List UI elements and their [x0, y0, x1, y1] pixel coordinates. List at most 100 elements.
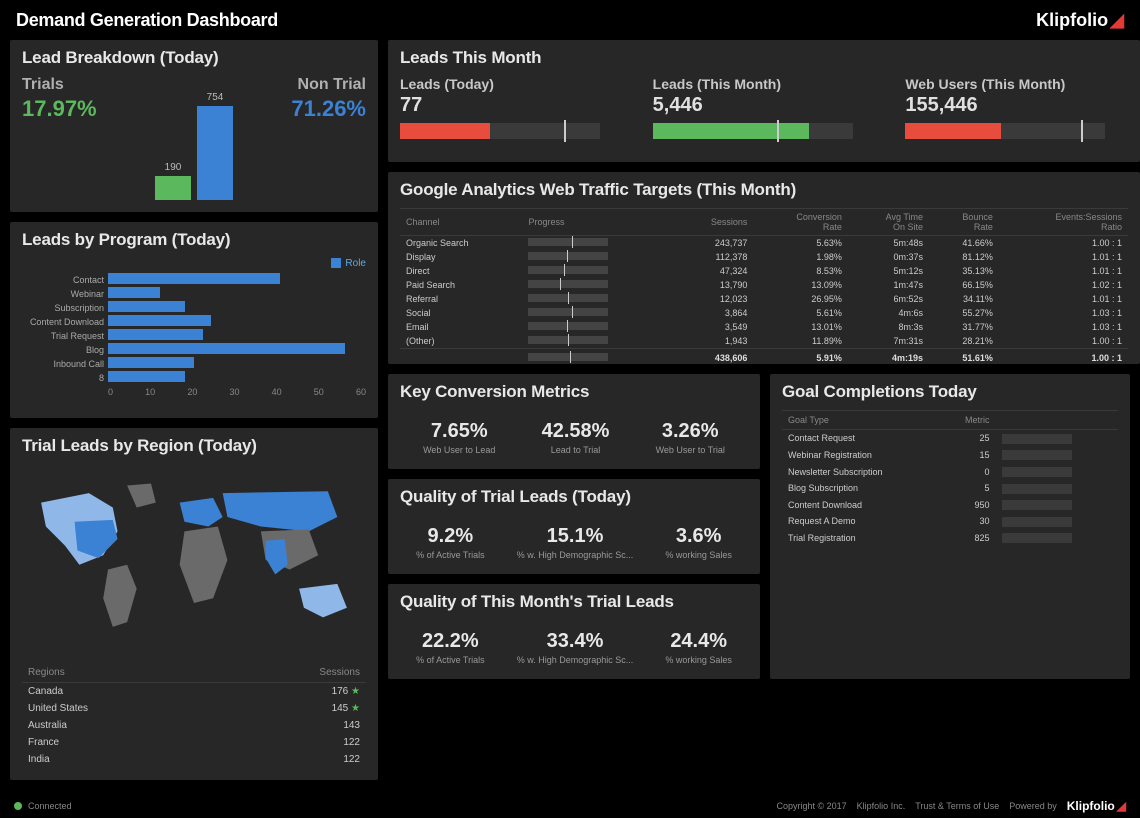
- table-row[interactable]: Content Download950: [782, 497, 1118, 514]
- goal-type: Trial Registration: [782, 530, 941, 547]
- goal-type: Request A Demo: [782, 513, 941, 530]
- metric-item: 15.1%% w. High Demographic Sc...: [517, 525, 634, 560]
- channel-name: Paid Search: [400, 278, 522, 292]
- program-bars: [108, 273, 366, 385]
- leads-metric: Leads (Today)77: [400, 76, 623, 139]
- metric-item: 3.26%Web User to Trial: [656, 420, 725, 455]
- ga-table: ChannelProgressSessionsConversionRateAvg…: [400, 208, 1128, 365]
- region-table: Regions Sessions Canada176 ★United State…: [22, 663, 366, 768]
- table-row[interactable]: Direct47,3248.53%5m:12s35.13%1.01 : 1: [400, 264, 1128, 278]
- quality-today-panel: Quality of Trial Leads (Today) 9.2%% of …: [388, 479, 760, 574]
- leads-by-program-panel: Leads by Program (Today) Role ContactWeb…: [10, 222, 378, 418]
- metric-value: 33.4%: [517, 630, 634, 653]
- terms-link[interactable]: Trust & Terms of Use: [915, 801, 999, 811]
- metric-item: 24.4%% working Sales: [665, 630, 732, 665]
- metric-label: Web User to Trial: [656, 445, 725, 455]
- program-label: Subscription: [22, 301, 108, 315]
- star-icon: ★: [351, 703, 360, 714]
- table-row[interactable]: Contact Request25: [782, 430, 1118, 447]
- lead-breakdown-panel: Lead Breakdown (Today) Trials 17.97% Non…: [10, 40, 378, 212]
- region-name: France: [22, 734, 221, 751]
- panel-title: Google Analytics Web Traffic Targets (Th…: [400, 180, 1128, 200]
- goal-metric: 30: [941, 513, 995, 530]
- progress-bar: [528, 280, 608, 288]
- world-map[interactable]: [22, 470, 366, 650]
- table-header: Goal Type: [782, 411, 941, 430]
- trials-pct: 17.97%: [22, 96, 97, 122]
- metric-item: 9.2%% of Active Trials: [416, 525, 485, 560]
- metric-value: 42.58%: [542, 420, 610, 443]
- company-link[interactable]: Klipfolio Inc.: [857, 801, 906, 811]
- goal-type: Content Download: [782, 497, 941, 514]
- metric-item: 7.65%Web User to Lead: [423, 420, 495, 455]
- page-title: Demand Generation Dashboard: [16, 10, 278, 31]
- channel-name: Referral: [400, 292, 522, 306]
- goals-table: Goal Type Metric Contact Request25Webina…: [782, 410, 1118, 546]
- table-header: BounceRate: [929, 209, 999, 236]
- goal-type: Newsletter Subscription: [782, 463, 941, 480]
- table-row[interactable]: Referral12,02326.95%6m:52s34.11%1.01 : 1: [400, 292, 1128, 306]
- table-header: Sessions: [221, 663, 366, 683]
- program-label: Inbound Call: [22, 357, 108, 371]
- region-name: Canada: [22, 683, 221, 701]
- progress-bar: [528, 238, 608, 246]
- region-sessions: 145 ★: [221, 700, 366, 717]
- table-header: ConversionRate: [753, 209, 848, 236]
- program-bar: [108, 329, 203, 340]
- goal-metric: 825: [941, 530, 995, 547]
- table-row[interactable]: Webinar Registration15: [782, 447, 1118, 464]
- program-label: 8: [22, 371, 108, 385]
- progress-bar: [528, 336, 608, 344]
- brand-logo[interactable]: Klipfolio◢: [1036, 10, 1124, 31]
- table-header: Progress: [522, 209, 673, 236]
- channel-name: Display: [400, 250, 522, 264]
- panel-title: Lead Breakdown (Today): [22, 48, 366, 68]
- table-row[interactable]: Canada176 ★: [22, 683, 366, 701]
- program-label: Content Download: [22, 315, 108, 329]
- table-row[interactable]: United States145 ★: [22, 700, 366, 717]
- progress-bar: [528, 322, 608, 330]
- trial-leads-region-panel: Trial Leads by Region (Today): [10, 428, 378, 780]
- table-row[interactable]: Display112,3781.98%0m:37s81.12%1.01 : 1: [400, 250, 1128, 264]
- progress-bar: [528, 353, 608, 361]
- table-header: Channel: [400, 209, 522, 236]
- table-header: Events:SessionsRatio: [999, 209, 1128, 236]
- bar: 190: [155, 176, 191, 200]
- table-row[interactable]: Australia143: [22, 717, 366, 734]
- table-header: Avg TimeOn Site: [848, 209, 929, 236]
- table-header: Sessions: [674, 209, 754, 236]
- metric-label: Lead to Trial: [542, 445, 610, 455]
- region-name: India: [22, 751, 221, 768]
- table-row[interactable]: France122: [22, 734, 366, 751]
- table-row[interactable]: Email3,54913.01%8m:3s31.77%1.03 : 1: [400, 320, 1128, 334]
- panel-title: Quality of Trial Leads (Today): [400, 487, 748, 507]
- metric-label: % of Active Trials: [416, 655, 485, 665]
- footer-logo[interactable]: Klipfolio◢: [1067, 799, 1126, 813]
- table-row[interactable]: Social3,8645.61%4m:6s55.27%1.03 : 1: [400, 306, 1128, 320]
- progress-bar: [528, 294, 608, 302]
- leads-metric: Web Users (This Month)155,446: [905, 76, 1128, 139]
- table-row[interactable]: Organic Search243,7375.63%5m:48s41.66%1.…: [400, 236, 1128, 251]
- program-bar: [108, 287, 160, 298]
- metric-item: 3.6%% working Sales: [665, 525, 732, 560]
- metric-value: 15.1%: [517, 525, 634, 548]
- table-row[interactable]: Paid Search13,79013.09%1m:47s66.15%1.02 …: [400, 278, 1128, 292]
- table-row[interactable]: Blog Subscription5: [782, 480, 1118, 497]
- table-row[interactable]: Request A Demo30: [782, 513, 1118, 530]
- table-row[interactable]: (Other)1,94311.89%7m:31s28.21%1.00 : 1: [400, 334, 1128, 349]
- table-row[interactable]: Trial Registration825: [782, 530, 1118, 547]
- bullet-chart: [653, 123, 853, 139]
- leads-this-month-panel: Leads This Month Leads (Today)77Leads (T…: [388, 40, 1140, 162]
- nontrial-label: Non Trial: [291, 76, 366, 94]
- goal-metric: 950: [941, 497, 995, 514]
- metric-value: 77: [400, 94, 623, 117]
- header: Demand Generation Dashboard Klipfolio◢: [0, 0, 1140, 40]
- table-row[interactable]: Newsletter Subscription0: [782, 463, 1118, 480]
- metric-value: 155,446: [905, 94, 1128, 117]
- panel-title: Leads by Program (Today): [22, 230, 366, 250]
- region-name: Australia: [22, 717, 221, 734]
- metric-value: 7.65%: [423, 420, 495, 443]
- goal-bar: [1002, 517, 1072, 527]
- metric-label: % w. High Demographic Sc...: [517, 655, 634, 665]
- table-row[interactable]: India122: [22, 751, 366, 768]
